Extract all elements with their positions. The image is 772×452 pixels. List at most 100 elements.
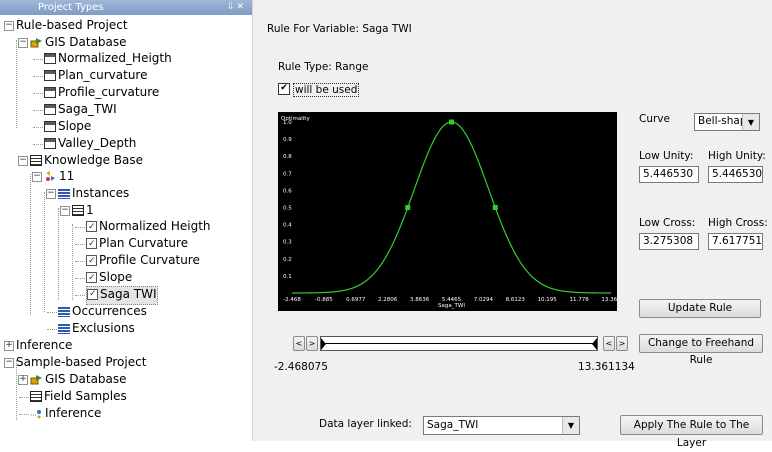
tree-node[interactable]: Slope <box>86 269 133 287</box>
y-axis-label: Optimality <box>281 116 310 122</box>
tree-node[interactable]: Inference <box>16 337 72 354</box>
checked-rule-icon <box>86 236 97 253</box>
curve-value: Bell-shape <box>698 115 753 127</box>
table-icon <box>44 87 56 98</box>
x-tick-label: 11.778 <box>569 297 589 303</box>
tree-node-label: Occurrences <box>72 304 147 318</box>
tree-node[interactable]: Normalized_Heigth <box>44 50 172 67</box>
tree-connector <box>75 244 85 245</box>
slider-right-icon[interactable]: > <box>306 336 318 351</box>
collapse-icon[interactable]: − <box>4 357 14 368</box>
collapse-icon[interactable]: − <box>18 155 28 166</box>
tree-node[interactable]: Exclusions <box>58 320 135 337</box>
tree-node-label: Knowledge Base <box>44 153 143 167</box>
slider-left2-icon[interactable]: < <box>603 336 615 351</box>
tree-connector <box>72 224 73 300</box>
tree-connector <box>30 174 31 315</box>
slider-left-icon[interactable]: < <box>293 336 305 351</box>
tree-node[interactable]: Normalized Heigth <box>86 218 211 236</box>
collapse-icon[interactable]: − <box>4 20 14 31</box>
gis-database-icon <box>30 36 43 48</box>
curve-select[interactable]: Bell-shape ▼ <box>694 113 760 131</box>
high-unity-label: High Unity: <box>708 150 766 162</box>
tree-node[interactable]: GIS Database <box>30 371 127 388</box>
y-tick-label: 1.0 <box>283 120 292 126</box>
update-rule-button[interactable]: Update Rule <box>639 299 761 318</box>
tree-node[interactable]: Field Samples <box>30 388 127 405</box>
slider-track[interactable] <box>320 336 598 351</box>
tree-node[interactable]: 1 <box>72 202 94 219</box>
tree-node-label: Inference <box>45 406 102 420</box>
expand-icon[interactable]: + <box>4 340 14 351</box>
expand-icon[interactable]: + <box>18 374 28 385</box>
checked-rule-icon <box>86 270 97 287</box>
tree-connector <box>44 192 45 312</box>
chevron-down-icon[interactable]: ▼ <box>562 417 579 434</box>
slider-right2-icon[interactable]: > <box>616 336 628 351</box>
low-cross-field[interactable]: 3.275308 <box>639 233 699 250</box>
tree-node[interactable]: Rule-based Project <box>16 17 128 34</box>
tree-node[interactable]: Plan_curvature <box>44 67 147 84</box>
tree-connector <box>16 40 17 128</box>
tree-connector <box>33 59 43 60</box>
tree-node[interactable]: 11 <box>44 168 74 185</box>
high-cross-field[interactable]: 7.617751 <box>708 233 763 250</box>
tree-node[interactable]: Occurrences <box>58 303 147 320</box>
collapse-icon[interactable]: − <box>60 205 70 216</box>
tree-node-label: Slope <box>99 270 133 284</box>
membership-chart: Optimality 0.1 0.2 0.3 0.4 0.5 0.6 0.7 0.8 0.9 1.0… <box>278 112 621 311</box>
y-tick-label: 0.6 <box>283 188 292 194</box>
will-be-used-label[interactable]: will be used <box>293 83 360 97</box>
tree-node[interactable]: Profile_curvature <box>44 84 159 101</box>
tree-node-label: GIS Database <box>45 372 127 386</box>
tree-connector <box>33 76 43 77</box>
tree-node-label: 11 <box>59 169 75 183</box>
control-point <box>405 205 411 210</box>
tree-node-label: Sample-based Project <box>16 355 147 369</box>
low-cross-label: Low Cross: <box>639 217 696 229</box>
high-unity-field[interactable]: 5.446530 <box>708 166 763 183</box>
tree-node-label: Saga_TWI <box>58 102 117 116</box>
tree-node[interactable]: Plan Curvature <box>86 235 188 253</box>
pin-icon[interactable]: ⇩✕ <box>226 2 246 12</box>
y-tick-label: 0.4 <box>283 223 292 229</box>
tree-node-label: 1 <box>86 203 94 217</box>
tree-node[interactable]: Instances <box>58 185 129 202</box>
collapse-icon[interactable]: − <box>18 37 28 48</box>
collapse-icon[interactable]: − <box>32 171 42 182</box>
will-be-used-checkbox[interactable]: ✔ <box>278 83 290 95</box>
low-handle-icon[interactable] <box>321 338 326 350</box>
tree-node[interactable]: Inference <box>30 405 101 422</box>
tree-node[interactable]: Profile Curvature <box>86 252 200 270</box>
data-layer-select[interactable]: Saga_TWI ▼ <box>423 416 580 435</box>
tree-node[interactable]: GIS Database <box>30 34 127 51</box>
tree-node-label: Valley_Depth <box>58 136 137 150</box>
x-tick-label: -2.468 <box>283 297 301 303</box>
tree-connector <box>47 329 57 330</box>
chevron-down-icon[interactable]: ▼ <box>742 114 759 130</box>
tree-node[interactable]: Saga_TWI <box>44 101 117 118</box>
tree-node[interactable]: Slope <box>44 118 91 135</box>
tree-node[interactable]: Saga TWI <box>86 286 158 305</box>
tree-connector <box>47 312 57 313</box>
apply-rule-button[interactable]: Apply The Rule to The Layer <box>620 415 763 449</box>
high-handle-icon[interactable] <box>592 338 597 350</box>
tree-node-label: Normalized_Heigth <box>58 51 172 65</box>
range-slider[interactable]: < > < > <box>293 336 635 352</box>
tree-node-label: Inference <box>16 338 73 352</box>
tree-node-label: Normalized Heigth <box>99 219 211 233</box>
high-cross-label: High Cross: <box>708 217 768 229</box>
table-icon <box>44 70 56 81</box>
tree-node[interactable]: Valley_Depth <box>44 135 136 152</box>
tree-node-label: Rule-based Project <box>16 18 128 32</box>
tree-node-label: Field Samples <box>44 389 127 403</box>
tree-connector <box>33 144 43 145</box>
low-unity-field[interactable]: 5.446530 <box>639 166 699 183</box>
checked-rule-icon <box>86 219 97 236</box>
tree-node[interactable]: Knowledge Base <box>30 152 143 169</box>
table-icon <box>44 53 56 64</box>
freehand-rule-button[interactable]: Change to Freehand Rule <box>639 334 763 366</box>
collapse-icon[interactable]: − <box>46 188 56 199</box>
series-line <box>292 121 611 294</box>
tree-node[interactable]: Sample-based Project <box>16 354 146 371</box>
